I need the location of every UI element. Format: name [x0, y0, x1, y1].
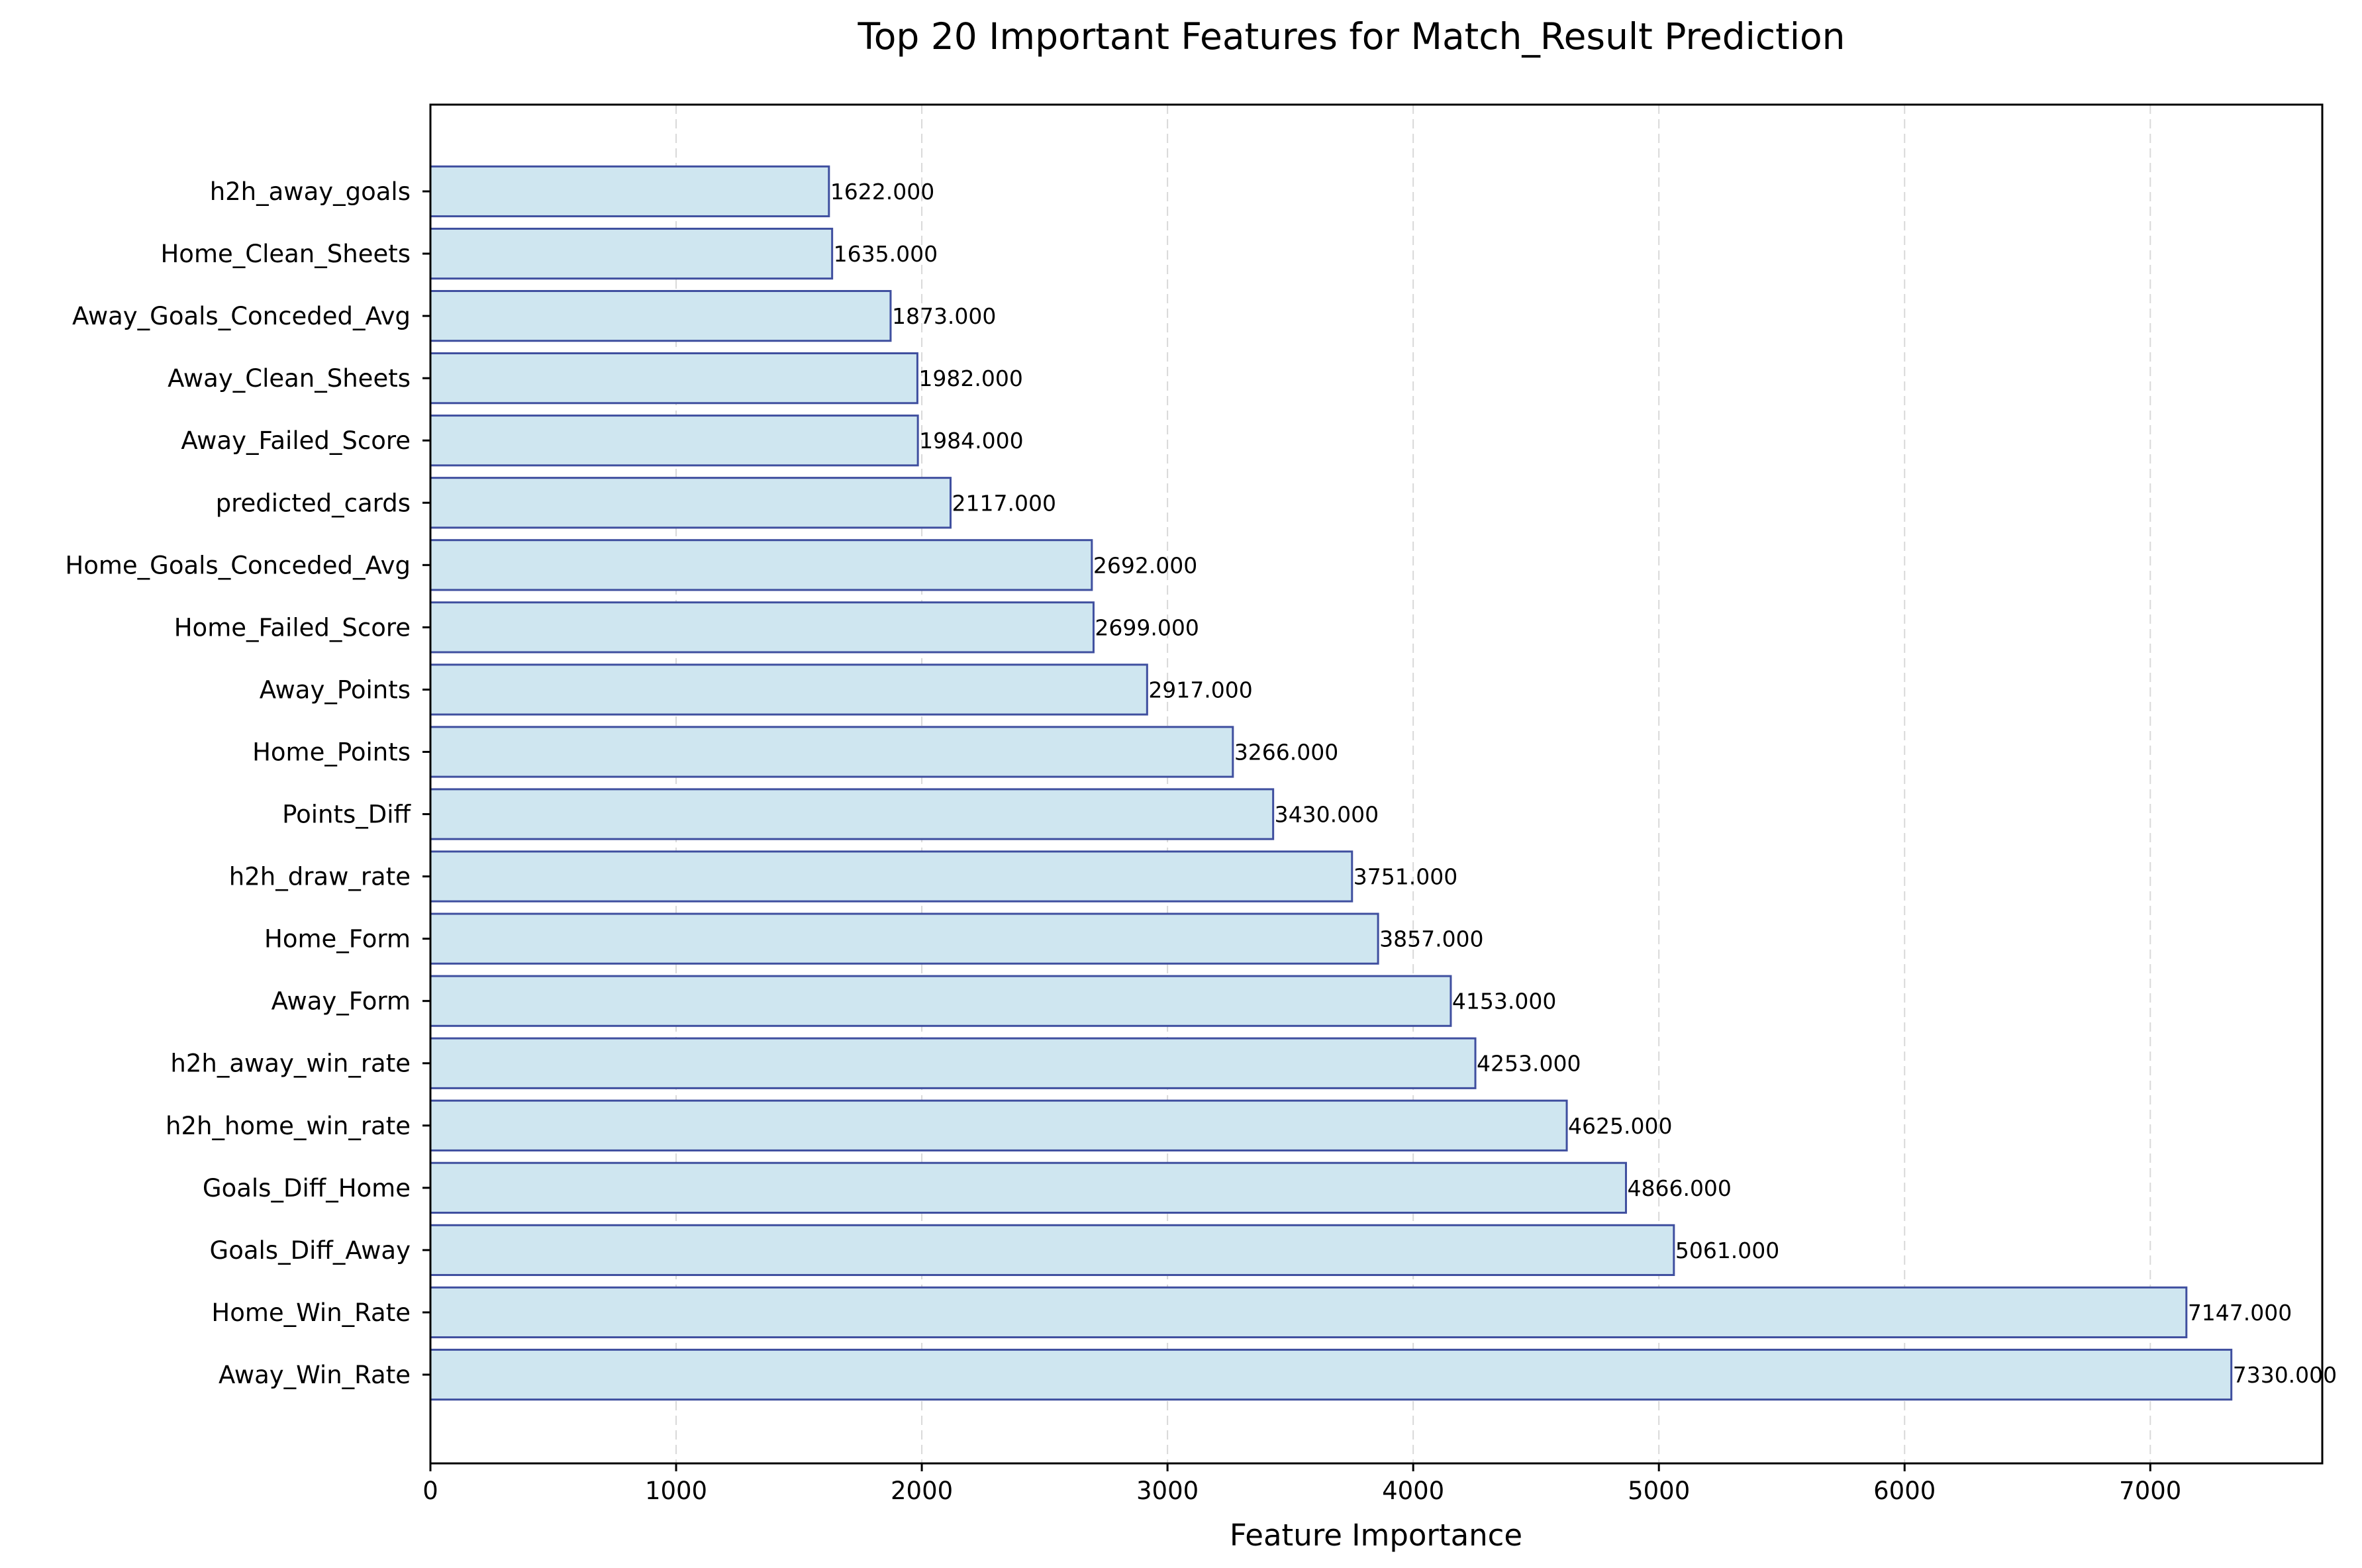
y-tick-label-Home_Form: Home_Form	[264, 925, 411, 954]
y-tick-label-h2h_draw_rate: h2h_draw_rate	[229, 863, 411, 891]
data-label-h2h_draw_rate: 3751.000	[1353, 864, 1457, 890]
data-label-h2h_away_win_rate: 4253.000	[1477, 1051, 1581, 1077]
data-label-Goals_Diff_Away: 5061.000	[1675, 1238, 1779, 1263]
x-tick-label-1: 1000	[645, 1477, 707, 1505]
data-label-Home_Clean_Sheets: 1635.000	[834, 241, 938, 267]
y-tick-label-Away_Goals_Conceded_Avg: Away_Goals_Conceded_Avg	[72, 302, 411, 330]
x-tick-label-4: 4000	[1382, 1477, 1444, 1505]
y-tick-label-h2h_away_win_rate: h2h_away_win_rate	[170, 1050, 411, 1078]
bar-group	[429, 165, 2233, 1401]
y-tick-label-Home_Goals_Conceded_Avg: Home_Goals_Conceded_Avg	[65, 551, 411, 579]
y-tick-label-Away_Points: Away_Points	[260, 675, 411, 704]
data-label-Home_Form: 3857.000	[1379, 926, 1483, 952]
data-label-Away_Failed_Score: 1984.000	[919, 428, 1023, 454]
y-tick-label-Away_Win_Rate: Away_Win_Rate	[219, 1361, 411, 1389]
bar-Home_Goals_Conceded_Avg	[429, 539, 1093, 591]
x-axis-label: Feature Importance	[1230, 1518, 1522, 1553]
bar-Goals_Diff_Home	[429, 1161, 1627, 1214]
y-tick-label-Home_Failed_Score: Home_Failed_Score	[174, 613, 411, 642]
x-tick-label-7: 7000	[2119, 1477, 2181, 1505]
bar-h2h_away_win_rate	[429, 1037, 1477, 1089]
data-label-Home_Goals_Conceded_Avg: 2692.000	[1093, 552, 1197, 578]
data-label-Home_Win_Rate: 7147.000	[2188, 1300, 2292, 1326]
data-label-predicted_cards: 2117.000	[952, 490, 1056, 516]
y-tick-label-Home_Win_Rate: Home_Win_Rate	[211, 1298, 411, 1327]
bar-Points_Diff	[429, 788, 1275, 840]
bar-h2h_away_goals	[429, 165, 830, 218]
data-label-h2h_home_win_rate: 4625.000	[1568, 1113, 1672, 1139]
data-label-Home_Points: 3266.000	[1234, 739, 1338, 765]
y-tick-label-Away_Failed_Score: Away_Failed_Score	[181, 426, 411, 455]
bar-predicted_cards	[429, 477, 952, 529]
bar-Away_Clean_Sheets	[429, 352, 918, 405]
x-tick-label-3: 3000	[1136, 1477, 1199, 1505]
chart-title: Top 20 Important Features for Match_Resu…	[858, 15, 1845, 58]
y-tick-label-h2h_home_win_rate: h2h_home_win_rate	[166, 1112, 411, 1140]
data-label-Away_Win_Rate: 7330.000	[2233, 1362, 2337, 1388]
data-label-Away_Points: 2917.000	[1148, 677, 1252, 703]
bar-Away_Failed_Score	[429, 415, 919, 467]
y-tick-label-Goals_Diff_Home: Goals_Diff_Home	[203, 1174, 411, 1202]
x-tick-label-5: 5000	[1628, 1477, 1690, 1505]
bar-Home_Win_Rate	[429, 1286, 2188, 1339]
data-label-Home_Failed_Score: 2699.000	[1095, 614, 1199, 640]
x-tick-label-2: 2000	[891, 1477, 953, 1505]
bar-Away_Form	[429, 975, 1452, 1027]
y-tick-label-Points_Diff: Points_Diff	[282, 801, 411, 829]
bar-Home_Form	[429, 912, 1379, 965]
data-label-Points_Diff: 3430.000	[1275, 802, 1379, 828]
x-tick-label-6: 6000	[1873, 1477, 1936, 1505]
y-tick-label-Home_Clean_Sheets: Home_Clean_Sheets	[160, 240, 411, 268]
x-tick-label-0: 0	[422, 1477, 438, 1505]
bar-Goals_Diff_Away	[429, 1224, 1675, 1277]
y-tick-label-Away_Form: Away_Form	[271, 987, 411, 1016]
bar-Home_Points	[429, 726, 1234, 778]
y-tick-label-Away_Clean_Sheets: Away_Clean_Sheets	[168, 364, 411, 393]
data-label-Away_Form: 4153.000	[1452, 989, 1556, 1014]
y-tick-label-Home_Points: Home_Points	[252, 738, 411, 766]
bar-h2h_home_win_rate	[429, 1099, 1568, 1152]
data-label-Goals_Diff_Home: 4866.000	[1627, 1175, 1731, 1201]
data-label-Away_Clean_Sheets: 1982.000	[918, 366, 1022, 391]
data-label-h2h_away_goals: 1622.000	[830, 179, 934, 205]
plot-frame	[429, 103, 2324, 1465]
bar-h2h_draw_rate	[429, 850, 1353, 903]
data-label-Away_Goals_Conceded_Avg: 1873.000	[892, 303, 996, 329]
y-tick-label-h2h_away_goals: h2h_away_goals	[210, 177, 411, 206]
data-label-group: 7330.000 7147.000 5061.000 4866.000 4625.000…	[830, 179, 2337, 1388]
bar-Home_Clean_Sheets	[429, 227, 834, 280]
y-tick-label-Goals_Diff_Away: Goals_Diff_Away	[210, 1236, 411, 1265]
bar-Away_Points	[429, 663, 1148, 716]
y-tick-label-predicted_cards: predicted_cards	[216, 489, 411, 517]
y-axis-ticks: Away_Win_Rate Home_Win_Rate Goals_Diff_Awa…	[65, 177, 430, 1389]
bar-Away_Win_Rate	[429, 1348, 2233, 1401]
x-axis-ticks: 0 1000 2000 3000 4000 5000 6000 7000	[422, 1463, 2181, 1505]
bar-Home_Failed_Score	[429, 601, 1095, 654]
bar-Away_Goals_Conceded_Avg	[429, 289, 892, 342]
